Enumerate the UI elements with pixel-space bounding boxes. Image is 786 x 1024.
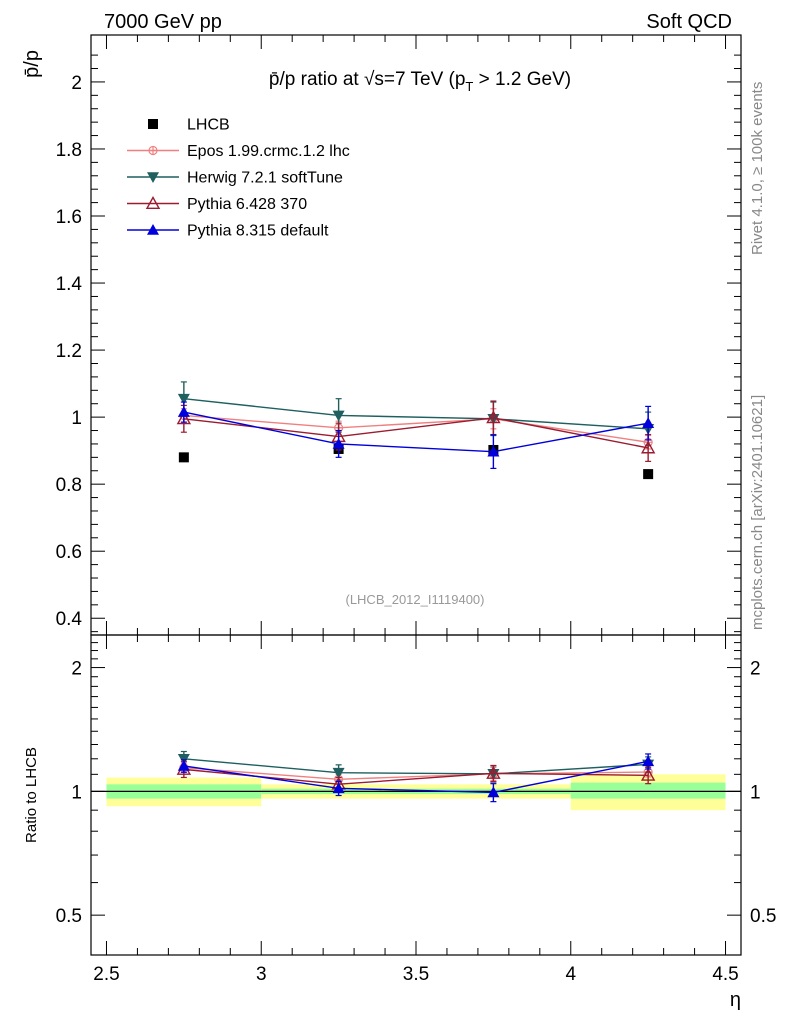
x-tick-label: 2.5 xyxy=(93,964,119,985)
series-herwig-7-2-1-softtune xyxy=(177,381,655,447)
main-title: p̄/p ratio at √s=7 TeV (pT > 1.2 GeV) xyxy=(269,69,571,94)
ratio-data-point xyxy=(642,755,655,767)
uncertainty-band-inner xyxy=(570,782,726,799)
legend-item: LHCB xyxy=(148,117,230,134)
ratio-ticks: 0.5 0.5 1 1 2 2 2.5 3 3.5 4 4.5 xyxy=(56,635,776,985)
main-y-tick-label: 1.4 xyxy=(56,274,83,295)
ratio-y-label: Ratio to LHCB xyxy=(23,747,40,843)
ratio-series-line xyxy=(183,766,649,780)
data-point xyxy=(177,393,190,405)
legend-label: Herwig 7.2.1 softTune xyxy=(187,170,343,187)
ratio-data xyxy=(176,750,656,803)
main-y-tick-label: 1 xyxy=(71,408,82,429)
x-tick-label: 4.5 xyxy=(712,964,738,985)
data-point xyxy=(487,445,500,457)
legend: LHCB Epos 1.99.crmc.1.2 lhc Herwig 7.2.1 s… xyxy=(127,117,350,240)
data-point xyxy=(640,440,656,454)
series-line xyxy=(183,411,649,453)
x-tick-label: 4 xyxy=(565,964,576,985)
ratio-series-pythia-8-315-default xyxy=(177,753,655,803)
data-point xyxy=(642,417,655,428)
legend-label: Pythia 8.315 default xyxy=(187,223,329,240)
data-point xyxy=(177,406,190,417)
legend-marker xyxy=(147,172,159,183)
legend-item: Herwig 7.2.1 softTune xyxy=(127,170,343,187)
main-y-tick-label: 0.6 xyxy=(56,542,82,563)
legend-marker xyxy=(148,145,158,156)
series-line xyxy=(183,397,649,430)
data-point xyxy=(332,410,345,422)
ratio-y-tick-label-right: 0.5 xyxy=(750,906,776,927)
series-epos-1-99-crmc-1-2-lhc xyxy=(179,408,653,450)
legend-label: LHCB xyxy=(187,117,230,134)
main-y-tick-label: 0.4 xyxy=(56,609,83,630)
ratio-frame xyxy=(90,634,742,956)
x-tick-label: 3.5 xyxy=(403,964,429,985)
data-point xyxy=(486,410,501,424)
main-y-tick-label: 1.8 xyxy=(56,140,82,161)
legend-label: Pythia 6.428 370 xyxy=(187,196,307,213)
main-y-tick-label: 0.8 xyxy=(56,475,82,496)
ratio-y-tick-label: 2 xyxy=(71,659,82,680)
ratio-data-point xyxy=(640,767,656,781)
main-y-label: p̄/p xyxy=(21,50,43,78)
ratio-data-point xyxy=(486,765,501,779)
ratio-series-line xyxy=(183,760,649,794)
x-tick-label: 3 xyxy=(256,964,267,985)
legend-item: Pythia 8.315 default xyxy=(127,223,329,240)
ratio-data-point xyxy=(487,786,500,798)
ratio-series-line xyxy=(183,758,649,775)
ratio-data-point xyxy=(177,759,190,771)
analysis-annotation: (LHCB_2012_I1119400) xyxy=(345,592,484,607)
legend-item: Epos 1.99.crmc.1.2 lhc xyxy=(127,143,350,160)
legend-marker xyxy=(147,224,159,235)
main-panel: 0.4 0.6 0.8 1 1.2 1.4 1.6 1.8 2 p̄/p ratio at √s… xyxy=(21,34,742,636)
ratio-data-point xyxy=(332,767,345,779)
ratio-panel: 0.5 0.5 1 1 2 2 2.5 3 3.5 4 4.5 Ratio to LHCB η xyxy=(23,634,776,1011)
main-y-tick-label: 2 xyxy=(71,73,82,94)
rivet-label: Rivet 4.1.0, ≥ 100k events xyxy=(749,82,766,255)
series-line xyxy=(183,414,649,443)
main-ticks: 0.4 0.6 0.8 1 1.2 1.4 1.6 1.8 2 xyxy=(56,35,741,635)
series-line xyxy=(183,417,649,449)
series-pythia-6-428-370 xyxy=(176,400,656,462)
x-axis-label: η xyxy=(730,989,741,1011)
main-data xyxy=(176,381,656,480)
legend-item: Pythia 6.428 370 xyxy=(127,196,307,213)
header-right: Soft QCD xyxy=(646,11,732,33)
mcplots-label: mcplots.cern.ch [arXiv:2401.10621] xyxy=(749,395,766,630)
legend-label: Epos 1.99.crmc.1.2 lhc xyxy=(187,143,350,160)
data-point xyxy=(332,437,345,449)
main-y-tick-label: 1.6 xyxy=(56,207,82,228)
series-pythia-8-315-default xyxy=(177,401,655,470)
legend-marker xyxy=(148,119,158,129)
main-y-tick-label: 1.2 xyxy=(56,341,82,362)
ratio-y-tick-label-right: 1 xyxy=(750,782,761,803)
ratio-data-point xyxy=(332,782,345,794)
ratio-y-tick-label: 1 xyxy=(71,782,82,803)
data-point xyxy=(176,411,192,425)
ratio-y-tick-label: 0.5 xyxy=(56,906,82,927)
data-point xyxy=(178,452,189,463)
header-left: 7000 GeV pp xyxy=(104,11,222,33)
ratio-y-tick-label-right: 2 xyxy=(750,659,761,680)
ratio-bands xyxy=(106,774,726,811)
legend-marker xyxy=(145,196,161,210)
series-lhcb xyxy=(178,443,654,480)
data-point xyxy=(643,469,654,480)
